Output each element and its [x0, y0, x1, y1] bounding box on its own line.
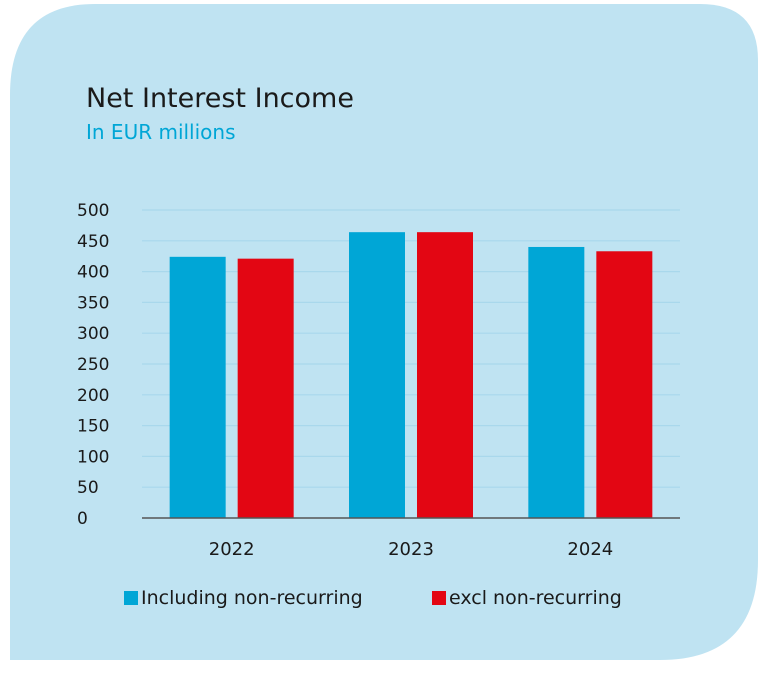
legend: Including non-recurring excl non-recurrin… — [124, 587, 622, 609]
y-tick-label: 50 — [77, 478, 99, 498]
bar-2024-including-non-recurring — [528, 246, 585, 518]
y-tick-label: 200 — [77, 386, 109, 406]
legend-label: excl non-recurring — [449, 587, 622, 609]
y-tick-label: 300 — [77, 324, 109, 344]
bar-2023-including-non-recurring — [349, 232, 405, 518]
y-tick-label: 100 — [77, 447, 109, 467]
y-tick-label: 450 — [77, 232, 109, 252]
gridlines — [142, 209, 680, 488]
chart-title: Net Interest Income — [86, 83, 354, 114]
y-tick-label: 500 — [77, 201, 109, 221]
bars — [169, 232, 653, 518]
y-tick-label: 250 — [77, 355, 109, 375]
y-tick-label: 150 — [77, 417, 109, 437]
legend-label: Including non-recurring — [141, 587, 363, 609]
legend-swatch — [432, 591, 446, 605]
legend-swatch — [124, 591, 138, 605]
x-category-label: 2022 — [209, 539, 255, 560]
y-tick-label: 0 — [77, 509, 88, 529]
x-category-label: 2024 — [567, 539, 613, 560]
bar-2023-excl-non-recurring — [417, 232, 473, 518]
bar-2022-excl-non-recurring — [237, 258, 294, 518]
chart-subtitle: In EUR millions — [86, 120, 236, 144]
bar-2024-excl-non-recurring — [596, 251, 653, 518]
x-axis-categories: 2022 2023 2024 — [209, 539, 613, 560]
bar-2022-including-non-recurring — [169, 256, 226, 518]
y-tick-label: 400 — [77, 263, 109, 283]
x-category-label: 2023 — [388, 539, 434, 560]
y-tick-label: 350 — [77, 293, 109, 313]
y-axis-ticks: 0 50 100 150 200 250 300 350 400 450 500 — [77, 201, 109, 529]
